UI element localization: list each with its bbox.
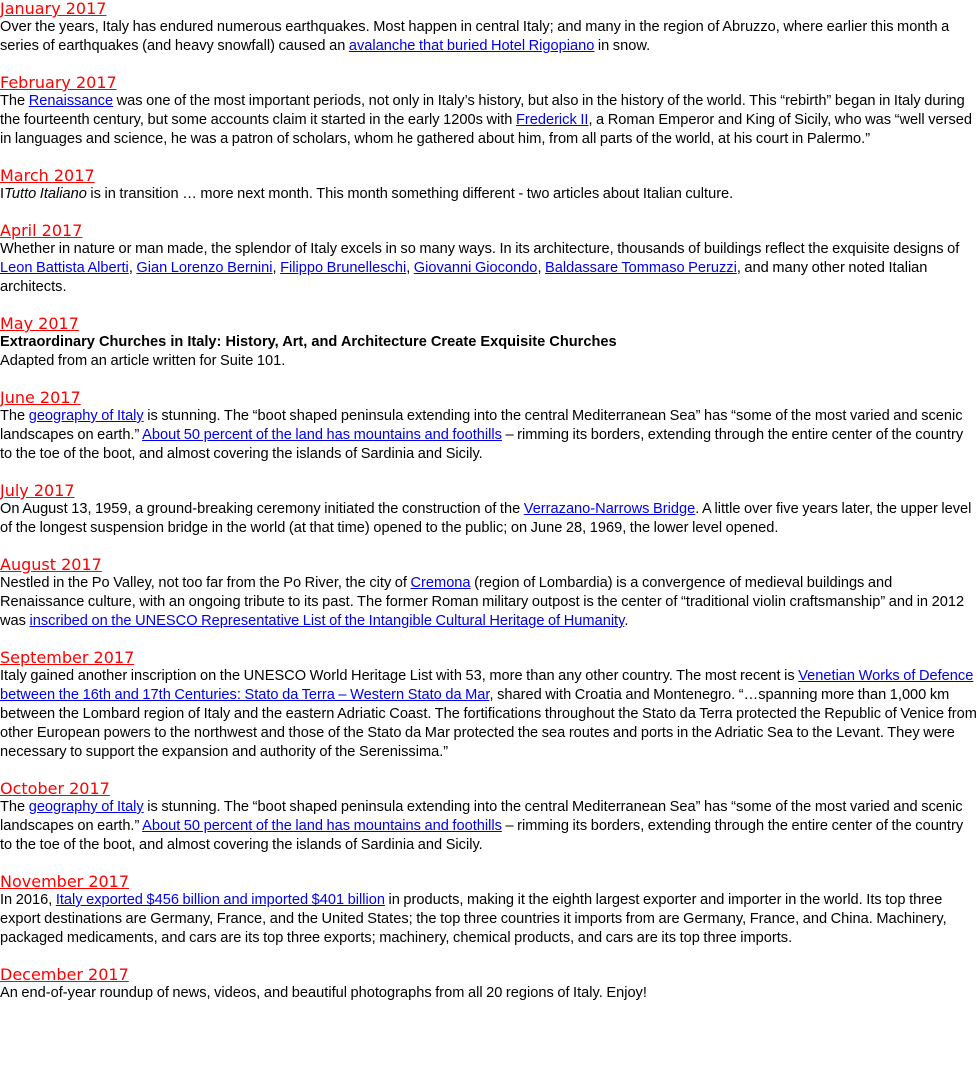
month-link-april-2017[interactable]: April 2017 bbox=[0, 221, 83, 240]
inline-link-frederick-ii[interactable]: Frederick II bbox=[515, 112, 589, 128]
summary-text: in products, making it the eighth larges… bbox=[0, 892, 947, 946]
inline-link-about-50-percent-of-the-land-has-mountains-and-foothills[interactable]: About 50 percent of the land has mountai… bbox=[142, 427, 502, 443]
month-link-february-2017[interactable]: February 2017 bbox=[0, 73, 117, 92]
archive-entry-april-2017: April 2017 Whether in nature or man made… bbox=[0, 222, 977, 297]
summary-text: Whether in nature or man made, the splen… bbox=[0, 241, 960, 257]
summary-text: Italy gained another inscription on the … bbox=[0, 668, 799, 684]
archive-entry-march-2017: March 2017 ITutto Italiano is in transit… bbox=[0, 167, 977, 204]
month-link-september-2017[interactable]: September 2017 bbox=[0, 648, 135, 667]
summary-text: On August 13, 1959, a ground-breaking ce… bbox=[0, 501, 524, 517]
archive-entry-june-2017: June 2017 The geography of Italy is stun… bbox=[0, 389, 977, 464]
entry-summary: Whether in nature or man made, the splen… bbox=[0, 240, 977, 297]
inline-link-about-50-percent-of-the-land-has-mountains-and-foothills[interactable]: About 50 percent of the land has mountai… bbox=[142, 818, 502, 834]
entry-summary: ITutto Italiano is in transition … more … bbox=[0, 185, 977, 204]
inline-link-baldassare-tommaso-peruzzi[interactable]: Baldassare Tommaso Peruzzi bbox=[545, 260, 737, 276]
entry-summary: Nestled in the Po Valley, not too far fr… bbox=[0, 574, 977, 631]
archive-entry-august-2017: August 2017 Nestled in the Po Valley, no… bbox=[0, 556, 977, 631]
entry-summary: Adapted from an article written for Suit… bbox=[0, 352, 977, 371]
summary-text: The bbox=[0, 799, 29, 815]
summary-text: , shared with Croatia and Montenegro. “…… bbox=[0, 687, 977, 760]
summary-text: is in transition … more next month. This… bbox=[86, 186, 734, 202]
entry-summary: On August 13, 1959, a ground-breaking ce… bbox=[0, 500, 977, 538]
month-link-august-2017[interactable]: August 2017 bbox=[0, 555, 102, 574]
inline-link-gian-lorenzo-bernini[interactable]: Gian Lorenzo Bernini bbox=[136, 260, 273, 276]
inline-link-inscribed-on-the-unesco-representative-list-of-the-intangible-cultural-heritage-of-humanity[interactable]: inscribed on the UNESCO Representative L… bbox=[29, 613, 625, 629]
archive-entry-october-2017: October 2017 The geography of Italy is s… bbox=[0, 780, 977, 855]
inline-link-verrazano-narrows-bridge[interactable]: Verrazano-Narrows Bridge bbox=[523, 501, 696, 517]
entry-summary: The geography of Italy is stunning. The … bbox=[0, 798, 977, 855]
entry-summary: The geography of Italy is stunning. The … bbox=[0, 407, 977, 464]
summary-text: , bbox=[537, 260, 546, 276]
summary-text: is stunning. The “boot shaped peninsula … bbox=[0, 799, 963, 834]
inline-link-italy-exported-456-billion-and-imported-401-billion[interactable]: Italy exported $456 billion and imported… bbox=[55, 892, 385, 908]
inline-link-geography-of-italy[interactable]: geography of Italy bbox=[28, 799, 144, 815]
entry-summary: Over the years, Italy has endured numero… bbox=[0, 18, 977, 56]
inline-link-geography-of-italy[interactable]: geography of Italy bbox=[28, 408, 144, 424]
inline-link-venetian-works-of-defence-between-the-16th-and-17th-centuries-stato-da-terra-western-stato-da-mar[interactable]: Venetian Works of Defence between the 16… bbox=[0, 668, 974, 703]
archive-entry-december-2017: December 2017 An end-of-year roundup of … bbox=[0, 966, 977, 1003]
month-link-december-2017[interactable]: December 2017 bbox=[0, 965, 129, 984]
archive-entry-february-2017: February 2017 The Renaissance was one of… bbox=[0, 74, 977, 149]
archive-entry-november-2017: November 2017 In 2016, Italy exported $4… bbox=[0, 873, 977, 948]
summary-text: Over the years, Italy has endured numero… bbox=[0, 19, 950, 54]
inline-link-cremona[interactable]: Cremona bbox=[410, 575, 471, 591]
summary-text: An end-of-year roundup of news, videos, … bbox=[0, 985, 647, 1001]
archive-entry-july-2017: July 2017 On August 13, 1959, a ground-b… bbox=[0, 482, 977, 538]
summary-text: in snow. bbox=[594, 38, 651, 54]
article-headline: Extraordinary Churches in Italy: History… bbox=[0, 334, 617, 350]
archive-entry-january-2017: January 2017 Over the years, Italy has e… bbox=[0, 0, 977, 56]
inline-link-renaissance[interactable]: Renaissance bbox=[28, 93, 114, 109]
entry-summary: An end-of-year roundup of news, videos, … bbox=[0, 984, 977, 1003]
month-link-october-2017[interactable]: October 2017 bbox=[0, 779, 110, 798]
month-link-may-2017[interactable]: May 2017 bbox=[0, 314, 79, 333]
summary-text: Adapted from an article written for Suit… bbox=[0, 353, 286, 369]
summary-text: – rimming its borders, extending through… bbox=[0, 427, 964, 462]
month-link-june-2017[interactable]: June 2017 bbox=[0, 388, 81, 407]
month-link-march-2017[interactable]: March 2017 bbox=[0, 166, 95, 185]
summary-text: is stunning. The “boot shaped peninsula … bbox=[0, 408, 963, 443]
summary-text: The bbox=[0, 93, 29, 109]
summary-text: In 2016, bbox=[0, 892, 56, 908]
emphasized-text: Tutto Italiano bbox=[4, 186, 87, 202]
summary-text: , bbox=[406, 260, 414, 276]
month-link-january-2017[interactable]: January 2017 bbox=[0, 0, 107, 18]
summary-text: , bbox=[272, 260, 281, 276]
summary-text: Nestled in the Po Valley, not too far fr… bbox=[0, 575, 411, 591]
summary-text: – rimming its borders, extending through… bbox=[0, 818, 964, 853]
summary-text: I bbox=[0, 186, 5, 202]
summary-text: . bbox=[624, 613, 629, 629]
inline-link-avalanche-that-buried-hotel-rigopiano[interactable]: avalanche that buried Hotel Rigopiano bbox=[348, 38, 595, 54]
inline-link-giovanni-giocondo[interactable]: Giovanni Giocondo bbox=[413, 260, 538, 276]
summary-text: (region of Lombardia) is a convergence o… bbox=[0, 575, 965, 629]
summary-text: , bbox=[128, 260, 137, 276]
month-link-july-2017[interactable]: July 2017 bbox=[0, 481, 75, 500]
archive-entry-may-2017: May 2017 Extraordinary Churches in Italy:… bbox=[0, 315, 977, 371]
summary-text: , a Roman Emperor and King of Sicily, wh… bbox=[0, 112, 972, 147]
summary-text: The bbox=[0, 408, 29, 424]
month-link-november-2017[interactable]: November 2017 bbox=[0, 872, 130, 891]
archive-entry-september-2017: September 2017 Italy gained another insc… bbox=[0, 649, 977, 762]
inline-link-leon-battista-alberti[interactable]: Leon Battista Alberti bbox=[0, 260, 129, 276]
summary-text: . A little over five years later, the up… bbox=[0, 501, 972, 536]
archive-list: January 2017 Over the years, Italy has e… bbox=[0, 0, 977, 1003]
entry-summary: In 2016, Italy exported $456 billion and… bbox=[0, 891, 977, 948]
entry-summary: The Renaissance was one of the most impo… bbox=[0, 92, 977, 149]
summary-text: , and many other noted Italian architect… bbox=[0, 260, 928, 295]
entry-summary: Italy gained another inscription on the … bbox=[0, 667, 977, 762]
summary-text: was one of the most important periods, n… bbox=[0, 93, 965, 128]
inline-link-filippo-brunelleschi[interactable]: Filippo Brunelleschi bbox=[280, 260, 407, 276]
